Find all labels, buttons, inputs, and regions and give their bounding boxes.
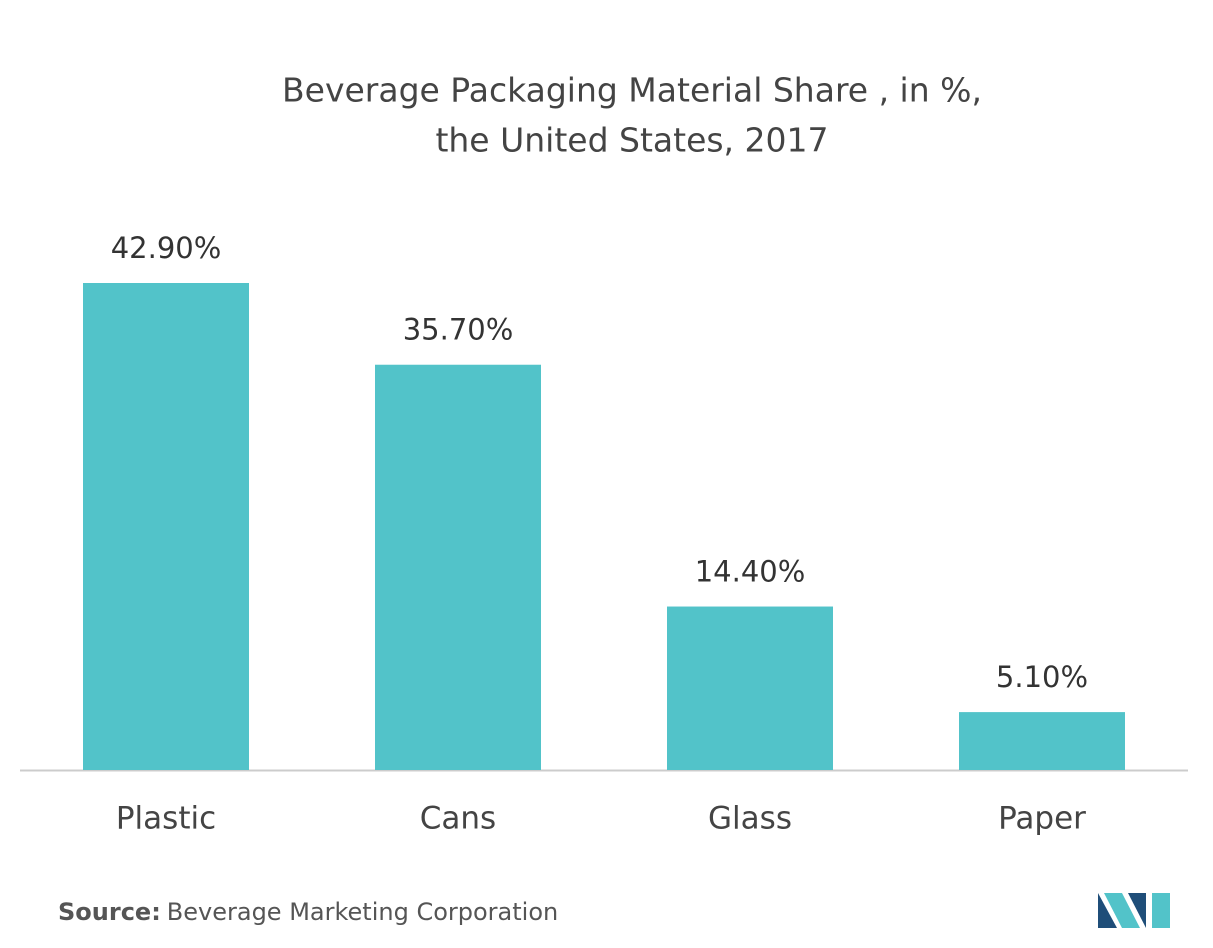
x-tick-label: Plastic (116, 801, 216, 837)
bar (667, 606, 833, 770)
x-tick-label: Cans (420, 801, 496, 837)
x-tick-label: Glass (708, 801, 792, 837)
value-label: 14.40% (695, 555, 806, 589)
bar (83, 283, 249, 770)
logo (1098, 893, 1170, 928)
source-text: Beverage Marketing Corporation (167, 898, 558, 926)
bar (959, 712, 1125, 770)
source-label: Source: (58, 898, 161, 926)
bar (375, 364, 541, 770)
source: Source: Beverage Marketing Corporation (58, 898, 558, 926)
value-label: 5.10% (996, 660, 1088, 694)
x-tick-label: Paper (998, 801, 1086, 837)
chart-title: Beverage Packaging Material Share , in %… (282, 71, 982, 110)
value-label: 35.70% (403, 313, 514, 347)
chart-title: the United States, 2017 (435, 121, 828, 160)
value-label: 42.90% (111, 231, 222, 265)
